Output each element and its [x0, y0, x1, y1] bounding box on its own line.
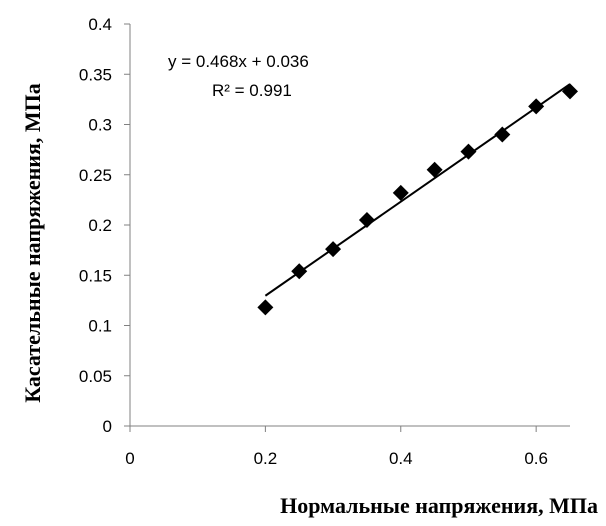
data-point-marker [494, 126, 511, 143]
x-tick-label: 0.2 [254, 449, 278, 468]
data-point-marker [460, 143, 477, 160]
trendline [264, 83, 571, 297]
y-tick-label: 0.15 [79, 266, 112, 285]
data-points [257, 83, 578, 316]
y-axis-tick-labels: 0 0.05 0.1 0.15 0.2 0.25 0.3 0.35 0.4 [79, 15, 112, 436]
y-axis-title: Касательные напряжения, МПа [20, 83, 45, 403]
y-tick-label: 0.25 [79, 166, 112, 185]
y-tick-label: 0.35 [79, 65, 112, 84]
y-tick-label: 0.4 [88, 15, 112, 34]
y-tick-label: 0.05 [79, 367, 112, 386]
y-tick-label: 0.2 [88, 216, 112, 235]
y-axis-ticks [124, 23, 130, 427]
data-point-marker [392, 184, 409, 201]
r-squared-label: R² = 0.991 [212, 81, 292, 100]
y-tick-label: 0 [103, 417, 112, 436]
x-tick-label: 0 [125, 449, 134, 468]
data-point-marker [562, 83, 578, 100]
data-point-marker [325, 241, 342, 258]
data-point-marker [528, 98, 545, 115]
x-axis-title: Нормальные напряжения, МПа [280, 493, 598, 518]
data-point-marker [257, 299, 274, 316]
y-tick-label: 0.1 [88, 317, 112, 336]
trendline-equation: y = 0.468x + 0.036 [168, 52, 309, 71]
data-point-marker [358, 211, 375, 228]
y-tick-label: 0.3 [88, 116, 112, 135]
data-point-marker [291, 263, 308, 280]
x-tick-label: 0.4 [389, 449, 413, 468]
x-axis-tick-labels: 0 0.2 0.4 0.6 [125, 449, 548, 468]
x-axis-ticks [129, 426, 537, 432]
x-tick-label: 0.6 [524, 449, 548, 468]
data-point-marker [426, 161, 443, 178]
